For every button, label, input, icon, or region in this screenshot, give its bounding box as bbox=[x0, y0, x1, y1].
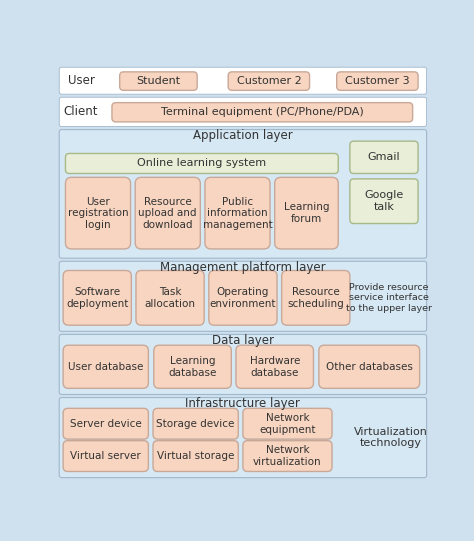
FancyBboxPatch shape bbox=[63, 408, 148, 439]
FancyBboxPatch shape bbox=[275, 177, 338, 249]
FancyBboxPatch shape bbox=[63, 441, 148, 471]
FancyBboxPatch shape bbox=[228, 72, 310, 90]
Text: Other databases: Other databases bbox=[326, 362, 413, 372]
Text: Network
equipment: Network equipment bbox=[259, 413, 316, 434]
FancyBboxPatch shape bbox=[243, 408, 332, 439]
FancyBboxPatch shape bbox=[63, 345, 148, 388]
Text: Virtualization
technology: Virtualization technology bbox=[354, 427, 428, 448]
FancyBboxPatch shape bbox=[205, 177, 270, 249]
FancyBboxPatch shape bbox=[209, 270, 277, 325]
FancyBboxPatch shape bbox=[236, 345, 313, 388]
FancyBboxPatch shape bbox=[337, 72, 418, 90]
FancyBboxPatch shape bbox=[120, 72, 197, 90]
Text: Terminal equipment (PC/Phone/PDA): Terminal equipment (PC/Phone/PDA) bbox=[161, 107, 364, 117]
FancyBboxPatch shape bbox=[59, 398, 427, 478]
FancyBboxPatch shape bbox=[153, 408, 238, 439]
FancyBboxPatch shape bbox=[59, 130, 427, 258]
Text: Customer 3: Customer 3 bbox=[345, 76, 410, 85]
FancyBboxPatch shape bbox=[59, 97, 427, 127]
Text: User database: User database bbox=[68, 362, 144, 372]
FancyBboxPatch shape bbox=[65, 154, 338, 174]
Text: Data layer: Data layer bbox=[212, 334, 274, 347]
FancyBboxPatch shape bbox=[59, 261, 427, 331]
FancyBboxPatch shape bbox=[63, 270, 131, 325]
Text: Operating
environment: Operating environment bbox=[210, 287, 276, 309]
FancyBboxPatch shape bbox=[154, 345, 231, 388]
Text: Google
talk: Google talk bbox=[365, 190, 403, 212]
FancyBboxPatch shape bbox=[153, 441, 238, 471]
Text: Software
deployment: Software deployment bbox=[66, 287, 128, 309]
Text: Task
allocation: Task allocation bbox=[145, 287, 196, 309]
FancyBboxPatch shape bbox=[135, 177, 201, 249]
FancyBboxPatch shape bbox=[59, 334, 427, 394]
Text: Hardware
database: Hardware database bbox=[249, 356, 300, 378]
Text: Gmail: Gmail bbox=[368, 153, 400, 162]
Text: Student: Student bbox=[137, 76, 181, 85]
Text: Virtual server: Virtual server bbox=[70, 451, 141, 461]
FancyBboxPatch shape bbox=[136, 270, 204, 325]
Text: Resource
scheduling: Resource scheduling bbox=[287, 287, 344, 309]
Text: Storage device: Storage device bbox=[156, 419, 235, 428]
FancyBboxPatch shape bbox=[112, 103, 413, 122]
Text: Virtual storage: Virtual storage bbox=[157, 451, 234, 461]
FancyBboxPatch shape bbox=[243, 441, 332, 471]
FancyBboxPatch shape bbox=[282, 270, 350, 325]
FancyBboxPatch shape bbox=[350, 179, 418, 223]
Text: User: User bbox=[67, 74, 94, 87]
Text: Server device: Server device bbox=[70, 419, 142, 428]
Text: Client: Client bbox=[64, 105, 98, 118]
Text: Online learning system: Online learning system bbox=[137, 159, 266, 168]
Text: User
registration
login: User registration login bbox=[68, 196, 128, 230]
Text: Public
information
management: Public information management bbox=[202, 196, 273, 230]
Text: Application layer: Application layer bbox=[193, 129, 293, 142]
Text: Learning
forum: Learning forum bbox=[284, 202, 329, 224]
Text: Provide resource
service interface
to the upper layer: Provide resource service interface to th… bbox=[346, 283, 432, 313]
FancyBboxPatch shape bbox=[65, 177, 130, 249]
Text: Management platform layer: Management platform layer bbox=[160, 261, 326, 274]
Text: Infrastructure layer: Infrastructure layer bbox=[185, 397, 301, 410]
Text: Resource
upload and
download: Resource upload and download bbox=[138, 196, 197, 230]
FancyBboxPatch shape bbox=[59, 67, 427, 94]
Text: Customer 2: Customer 2 bbox=[237, 76, 301, 85]
FancyBboxPatch shape bbox=[350, 141, 418, 174]
Text: Network
virtualization: Network virtualization bbox=[253, 445, 322, 467]
FancyBboxPatch shape bbox=[319, 345, 419, 388]
Text: Learning
database: Learning database bbox=[168, 356, 217, 378]
